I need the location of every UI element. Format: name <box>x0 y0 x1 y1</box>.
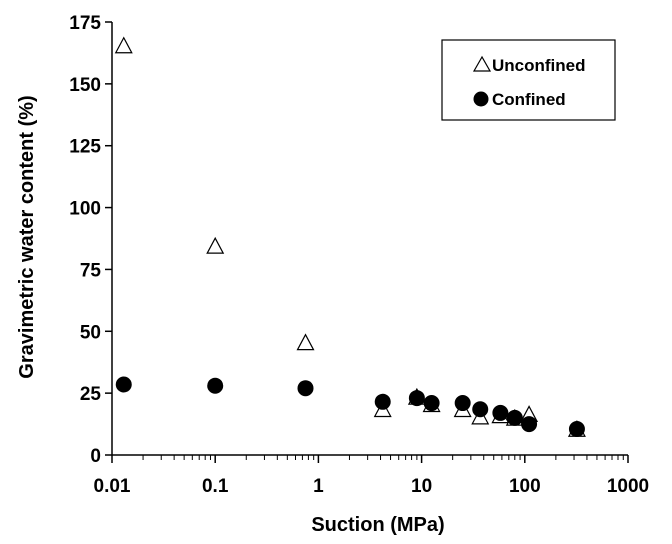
confined-point <box>374 393 391 410</box>
legend-label-unconfined: Unconfined <box>492 56 586 75</box>
confined-point <box>492 404 509 421</box>
y-axis-title: Gravimetric water content (%) <box>16 95 38 378</box>
y-tick-label: 175 <box>69 13 101 34</box>
x-tick-label: 10 <box>411 476 432 497</box>
confined-point <box>423 395 440 412</box>
confined-point <box>568 421 585 438</box>
y-tick-label: 50 <box>80 322 101 343</box>
legend-marker-unconfined <box>472 55 492 72</box>
x-axis-title: Suction (MPa) <box>311 514 444 536</box>
x-tick-label: 1000 <box>607 476 649 497</box>
confined-point <box>521 416 538 433</box>
confined-point <box>207 377 224 394</box>
y-tick-label: 125 <box>69 137 101 158</box>
confined-point <box>408 390 425 407</box>
unconfined-point <box>114 36 133 54</box>
x-tick-label: 0.01 <box>94 476 131 497</box>
y-tick-label: 100 <box>69 199 101 220</box>
y-axis-ticks: 0 25 50 75 100 125 150 175 <box>69 13 112 467</box>
unconfined-point <box>296 333 315 351</box>
y-tick-label: 0 <box>90 446 101 467</box>
legend-marker-confined <box>473 91 489 107</box>
x-tick-label: 100 <box>509 476 541 497</box>
y-tick-label: 25 <box>80 384 102 405</box>
legend: Unconfined Confined <box>441 39 616 121</box>
confined-point <box>472 401 489 418</box>
confined-point <box>297 380 314 397</box>
confined-point <box>454 395 471 412</box>
confined-point <box>506 409 523 426</box>
legend-label-confined: Confined <box>492 90 566 109</box>
y-tick-label: 150 <box>69 75 101 96</box>
legend-box <box>441 39 616 121</box>
x-tick-label: 1 <box>313 476 324 497</box>
unconfined-point <box>206 236 225 254</box>
confined-point <box>115 376 132 393</box>
x-tick-label: 0.1 <box>202 476 229 497</box>
y-tick-label: 75 <box>80 260 102 281</box>
data-points <box>114 36 586 438</box>
x-axis-ticks: 0.01 0.1 1 10 100 1000 <box>94 455 649 497</box>
